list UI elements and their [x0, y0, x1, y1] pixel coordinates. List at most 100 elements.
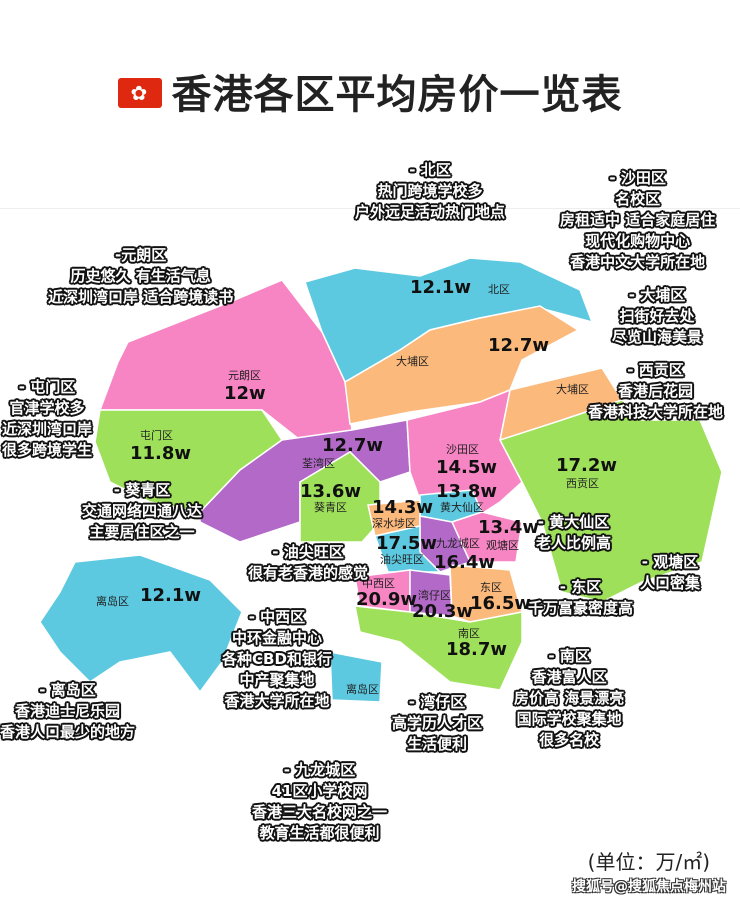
note-line: 41区小学校网 [271, 782, 368, 800]
note-line: -元朗区 [115, 246, 167, 264]
note-line: 名校区 [615, 190, 661, 208]
district-name: 南区 [458, 627, 480, 640]
note-line: 香港大学所在地 [224, 692, 330, 710]
district-name: 大埔区 [556, 383, 589, 396]
note-line: - 沙田区 [609, 169, 666, 187]
note-line: 主要居住区之一 [89, 523, 195, 541]
district-shatin [406, 388, 523, 522]
note-taipo: - 大埔区扫街好去处尽览山海美景 [612, 285, 702, 348]
district-price: 13.6w [300, 481, 362, 502]
district-price: 13.4w [478, 517, 540, 538]
note-line: - 中西区 [248, 608, 306, 626]
district-name: 观塘区 [486, 539, 519, 552]
district-name: 荃湾区 [302, 457, 335, 470]
note-line: 扫街好去处 [619, 307, 695, 325]
note-line: 现代化购物中心 [585, 232, 691, 250]
district-name: 中西区 [362, 577, 395, 590]
note-southern: - 南区 香港富人区 房价高 海景漂亮 国际学校聚集地 很多名校 [514, 646, 624, 751]
note-north: - 北区热门跨境学校多户外远足活动热门地点 [355, 160, 505, 223]
district-price: 20.9w [356, 589, 418, 610]
district-name: 离岛区 [346, 683, 379, 696]
district-price: 17.2w [556, 455, 618, 476]
note-line: 户外远足活动热门地点 [355, 203, 506, 221]
watermark: 搜狐号@搜狐焦点梅州站 [572, 879, 726, 895]
note-line: 教育生活都很便利 [259, 824, 380, 842]
district-price: 14.3w [372, 497, 434, 518]
note-line: - 九龙城区 [283, 761, 356, 779]
note-yautsimmong: - 油尖旺区很有老香港的感觉 [248, 542, 368, 584]
district-price: 16.5w [470, 593, 532, 614]
note-line: 国际学校聚集地 [516, 710, 622, 728]
district-name: 离岛区 [96, 595, 129, 608]
note-line: 热门跨境学校多 [377, 182, 483, 200]
note-line: 老人比例高 [536, 534, 612, 552]
note-shatin: - 沙田区名校区房租适中 适合家庭居住 现代化购物中心 香港中文大学所在地 [560, 168, 715, 273]
note-line: 香港科技大学所在地 [588, 403, 724, 421]
district-name: 西贡区 [566, 477, 599, 490]
district-price: 14.5w [436, 457, 498, 478]
note-line: 千万富豪密度高 [528, 599, 634, 617]
note-line: - 油尖旺区 [272, 543, 344, 561]
district-price: 12w [224, 383, 266, 404]
note-line: 尽览山海美景 [612, 328, 703, 346]
district-price: 13.8w [436, 481, 498, 502]
district-price: 12.1w [410, 277, 472, 298]
note-line: - 大埔区 [628, 286, 686, 304]
note-line: - 东区 [559, 578, 602, 596]
note-line: 香港中文大学所在地 [570, 253, 706, 271]
note-eastern: - 东区千万富豪密度高 [528, 577, 633, 619]
district-name: 湾仔区 [418, 589, 451, 602]
note-line: 中产聚集地 [239, 671, 315, 689]
note-line: 很有老香港的感觉 [248, 564, 369, 582]
district-taipo [344, 305, 580, 425]
note-kwaitsing: - 葵青区 交通网络四通八达 主要居住区之一 [82, 480, 202, 543]
district-price: 16.4w [434, 552, 496, 573]
note-line: 很多跨境学生 [2, 441, 93, 459]
note-line: 香港人口最少的地方 [0, 723, 136, 741]
divider [0, 208, 740, 209]
district-yautsimmong [374, 525, 442, 573]
note-line: 近深圳湾口岸 适合跨境读书 [48, 288, 234, 306]
district-name: 元朗区 [228, 369, 261, 382]
note-line: - 北区 [409, 161, 451, 179]
district-price: 12.7w [488, 335, 550, 356]
note-line: - 观塘区 [641, 553, 699, 571]
district-islands [39, 554, 243, 694]
note-wongtaisin: - 黄大仙区 老人比例高 [536, 512, 611, 554]
district-price: 20.3w [412, 601, 474, 622]
note-line: 历史悠久 有生活气息 [70, 267, 211, 285]
district-southern [354, 605, 523, 691]
note-line: 香港迪士尼乐园 [15, 702, 121, 720]
note-line: 交通网络四通八达 [82, 502, 203, 520]
hong-kong-flag-icon: ✿ [117, 78, 162, 108]
note-line: - 湾仔区 [408, 693, 466, 711]
note-line: - 屯门区 [18, 378, 76, 396]
note-kwuntong: - 观塘区 人口密集 [640, 552, 700, 594]
district-name: 九龙城区 [436, 537, 480, 550]
district-name: 大埔区 [396, 355, 429, 368]
district-name: 屯门区 [140, 429, 173, 442]
note-saikung: - 西贡区 香港后花园 香港科技大学所在地 [588, 360, 723, 423]
unit-label: (单位：万/㎡) [587, 850, 710, 874]
note-line: 高学历人才区 [392, 714, 483, 732]
district-name: 黄大仙区 [440, 501, 484, 514]
note-line: 房租适中 适合家庭居住 [560, 211, 716, 229]
district-name: 北区 [488, 283, 510, 296]
district-name: 油尖旺区 [380, 553, 424, 566]
note-line: 各种CBD和银行 [222, 650, 332, 668]
note-line: 香港三大名校网之一 [252, 803, 388, 821]
note-tuenmun: - 屯门区官津学校多近深圳湾口岸 很多跨境学生 [2, 377, 92, 461]
note-line: 很多名校 [539, 731, 600, 749]
district-price: 18.7w [446, 639, 508, 660]
district-price: 12.1w [140, 585, 202, 606]
note-line: 官津学校多 [9, 399, 85, 417]
note-line: 香港富人区 [531, 668, 607, 686]
note-line: - 南区 [548, 647, 590, 665]
note-line: - 西贡区 [627, 361, 684, 379]
district-islands2 [329, 651, 383, 703]
note-yuenlong: -元朗区历史悠久 有生活气息近深圳湾口岸 适合跨境读书 [48, 245, 233, 308]
district-name: 深水埗区 [372, 517, 416, 530]
district-price: 17.5w [376, 533, 438, 554]
note-line: 近深圳湾口岸 [2, 420, 93, 438]
district-name: 沙田区 [446, 443, 479, 456]
